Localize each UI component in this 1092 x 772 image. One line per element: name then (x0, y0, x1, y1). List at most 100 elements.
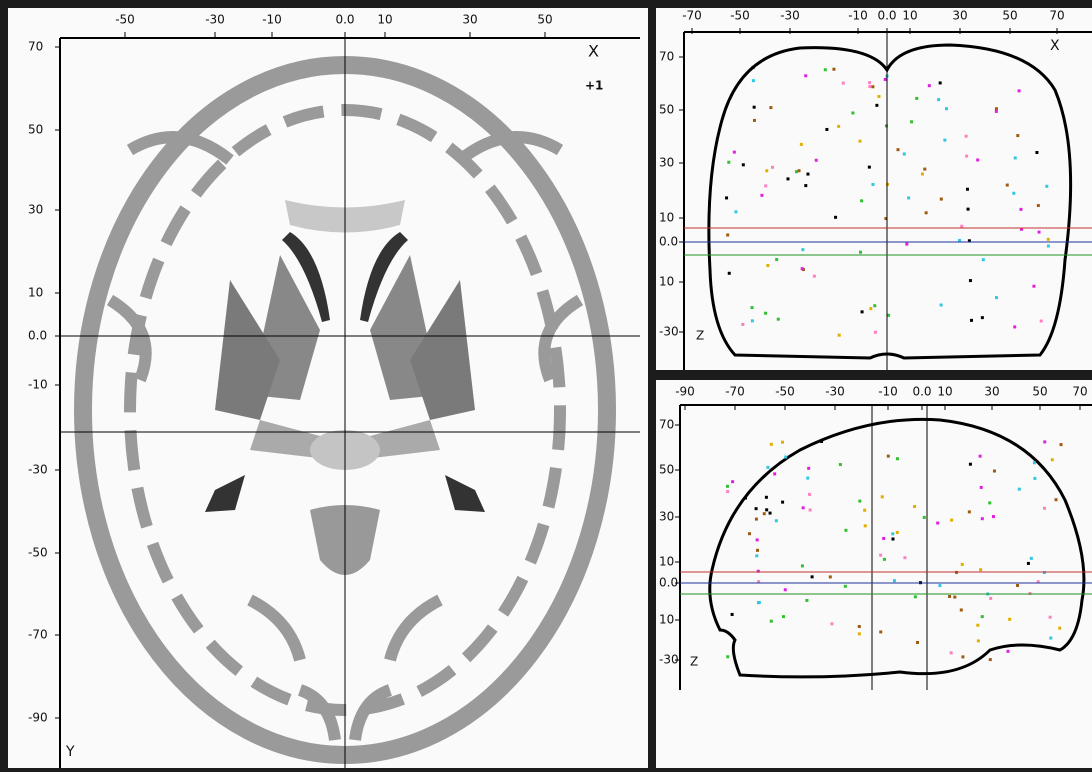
activation-dot (1030, 557, 1033, 560)
activation-dot (1033, 477, 1036, 480)
activation-dot (726, 233, 729, 236)
activation-dot (773, 472, 776, 475)
activation-dot (775, 258, 778, 261)
z-tick-label: 70 (659, 50, 674, 64)
activation-dot (868, 166, 871, 169)
activation-dot (864, 524, 867, 527)
activation-dot (960, 225, 963, 228)
activation-dot (811, 575, 814, 578)
activation-dot (1060, 443, 1063, 446)
activation-dot (869, 307, 872, 310)
activation-dot (981, 316, 984, 319)
activation-dot (921, 172, 924, 175)
activation-dot (1018, 488, 1021, 491)
x-tick-label: 0.0 (877, 9, 896, 23)
activation-dot (858, 500, 861, 503)
activation-dot (777, 318, 780, 321)
activation-dot (753, 119, 756, 122)
activation-dot (874, 331, 877, 334)
z-tick-label: 50 (659, 463, 674, 477)
activation-dot (981, 517, 984, 520)
activation-dot (1055, 498, 1058, 501)
activation-dot (784, 588, 787, 591)
activation-dot (968, 510, 971, 513)
activation-dot (871, 183, 874, 186)
activation-dot (883, 558, 886, 561)
activation-dot (979, 568, 982, 571)
x-tick-label: -30 (205, 13, 225, 27)
page: X +1 Y X Z Z -50-30-100.0103050705030100… (0, 0, 1092, 768)
x-tick-label: 70 (1049, 9, 1064, 23)
activation-dot (989, 597, 992, 600)
activation-dot (815, 159, 818, 162)
activation-dot (844, 585, 847, 588)
activation-dot (751, 306, 754, 309)
activation-dot (824, 68, 827, 71)
z-tick-label: 10 (659, 211, 674, 225)
x-tick-label: 10 (377, 13, 392, 27)
activation-dot (782, 615, 785, 618)
activation-dot (928, 84, 931, 87)
atlas-viewer: X +1 Y X Z Z -50-30-100.0103050705030100… (0, 0, 1092, 768)
activation-dot (726, 655, 729, 658)
activation-dot (806, 477, 809, 480)
activation-dot (726, 485, 729, 488)
activation-dot (887, 314, 890, 317)
activation-dot (1019, 208, 1022, 211)
activation-dot (764, 184, 767, 187)
activation-dot (993, 470, 996, 473)
x-tick-label: 50 (537, 13, 552, 27)
activation-dot (881, 495, 884, 498)
activation-dot (913, 505, 916, 508)
axis-label: Z (690, 655, 698, 669)
z-tick-label: 50 (659, 103, 674, 117)
y-tick-label: -10 (28, 378, 48, 392)
activation-dot (914, 595, 917, 598)
y-tick-label: -90 (28, 711, 48, 725)
activation-dot (970, 319, 973, 322)
y-tick-label: -50 (28, 546, 48, 560)
activation-dot (969, 463, 972, 466)
activation-dot (837, 125, 840, 128)
activation-dot (1027, 562, 1030, 565)
activation-dot (766, 264, 769, 267)
activation-dot (875, 104, 878, 107)
activation-dot (1038, 231, 1041, 234)
activation-dot (979, 455, 982, 458)
activation-dot (976, 624, 979, 627)
activation-dot (758, 601, 761, 604)
activation-dot (937, 98, 940, 101)
activation-dot (752, 79, 755, 82)
activation-dot (766, 466, 769, 469)
activation-dot (1029, 592, 1032, 595)
activation-dot (861, 310, 864, 313)
activation-dot (943, 139, 946, 142)
activation-dot (980, 486, 983, 489)
activation-dot (893, 579, 896, 582)
activation-dot (784, 456, 787, 459)
activation-dot (808, 493, 811, 496)
activation-dot (769, 512, 772, 515)
activation-dot (731, 613, 734, 616)
activation-dot (733, 151, 736, 154)
activation-dot (967, 208, 970, 211)
activation-dot (1051, 458, 1054, 461)
y-tick-label: 10 (28, 286, 43, 300)
y-tick-label: -70 (725, 385, 745, 399)
activation-dot (830, 622, 833, 625)
activation-dot (771, 166, 774, 169)
y-tick-label: -30 (28, 463, 48, 477)
x-tick-label: -70 (682, 9, 702, 23)
activation-dot (765, 169, 768, 172)
zoom-label: +1 (585, 79, 603, 93)
activation-dot (781, 441, 784, 444)
activation-dot (868, 81, 871, 84)
activation-dot (839, 463, 842, 466)
z-tick-label: 0.0 (659, 235, 678, 249)
activation-dot (755, 507, 758, 510)
activation-dot (755, 518, 758, 521)
activation-dot (751, 319, 754, 322)
y-tick-label: 50 (1032, 385, 1047, 399)
activation-dot (1045, 185, 1048, 188)
y-tick-label: -50 (775, 385, 795, 399)
